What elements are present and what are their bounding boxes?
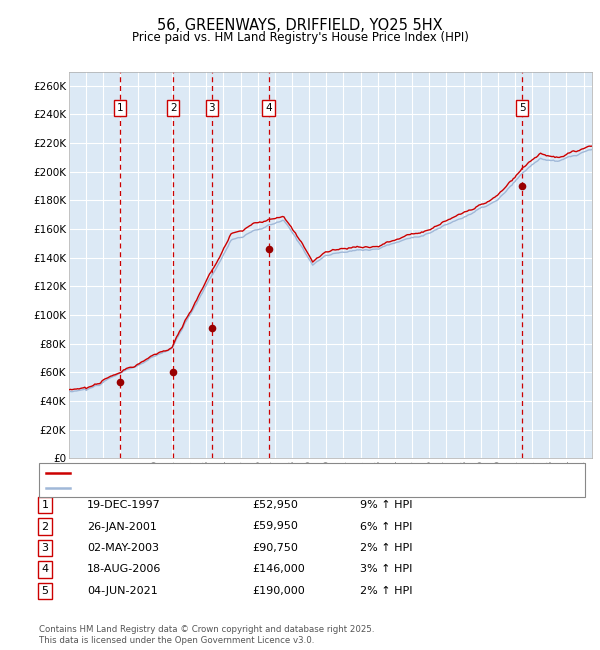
Text: 18-AUG-2006: 18-AUG-2006 (87, 564, 161, 575)
Text: £190,000: £190,000 (252, 586, 305, 596)
Text: 26-JAN-2001: 26-JAN-2001 (87, 521, 157, 532)
Text: HPI: Average price, semi-detached house, East Riding of Yorkshire: HPI: Average price, semi-detached house,… (75, 483, 419, 493)
Text: 2% ↑ HPI: 2% ↑ HPI (360, 586, 413, 596)
Text: £146,000: £146,000 (252, 564, 305, 575)
Text: £59,950: £59,950 (252, 521, 298, 532)
Text: £90,750: £90,750 (252, 543, 298, 553)
Text: Price paid vs. HM Land Registry's House Price Index (HPI): Price paid vs. HM Land Registry's House … (131, 31, 469, 44)
Text: 2: 2 (170, 103, 176, 113)
Text: 1: 1 (116, 103, 123, 113)
Text: 04-JUN-2021: 04-JUN-2021 (87, 586, 158, 596)
Text: 3: 3 (41, 543, 49, 553)
Text: 5: 5 (519, 103, 526, 113)
Text: 3: 3 (209, 103, 215, 113)
Text: £52,950: £52,950 (252, 500, 298, 510)
Text: 02-MAY-2003: 02-MAY-2003 (87, 543, 159, 553)
Text: 5: 5 (41, 586, 49, 596)
Text: 4: 4 (41, 564, 49, 575)
Text: Contains HM Land Registry data © Crown copyright and database right 2025.
This d: Contains HM Land Registry data © Crown c… (39, 625, 374, 645)
Text: 6% ↑ HPI: 6% ↑ HPI (360, 521, 412, 532)
Text: 19-DEC-1997: 19-DEC-1997 (87, 500, 161, 510)
Text: 4: 4 (265, 103, 272, 113)
Text: 3% ↑ HPI: 3% ↑ HPI (360, 564, 412, 575)
Text: 2: 2 (41, 521, 49, 532)
Text: 56, GREENWAYS, DRIFFIELD, YO25 5HX (semi-detached house): 56, GREENWAYS, DRIFFIELD, YO25 5HX (semi… (75, 468, 401, 478)
Text: 9% ↑ HPI: 9% ↑ HPI (360, 500, 413, 510)
Text: 1: 1 (41, 500, 49, 510)
Text: 56, GREENWAYS, DRIFFIELD, YO25 5HX: 56, GREENWAYS, DRIFFIELD, YO25 5HX (157, 18, 443, 33)
Text: 2% ↑ HPI: 2% ↑ HPI (360, 543, 413, 553)
